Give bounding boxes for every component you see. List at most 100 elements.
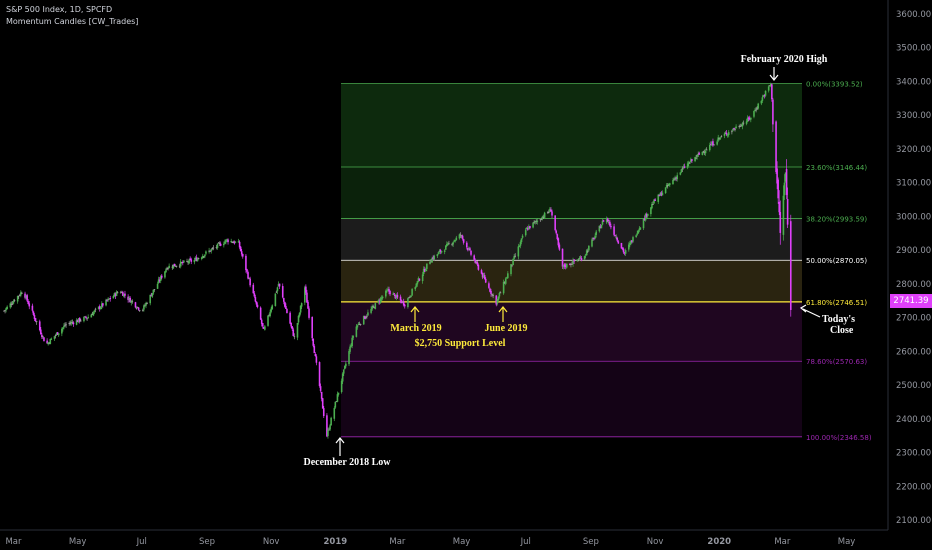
candle-body bbox=[72, 322, 75, 325]
fib-retracement-zones[interactable]: 0.00%(3393.52) 23.60%(3146.44) 38.20%(2993… bbox=[341, 81, 872, 442]
candle-body bbox=[53, 336, 56, 339]
candle-body bbox=[312, 338, 315, 346]
candle-body bbox=[193, 259, 196, 263]
candle-body bbox=[651, 203, 653, 209]
candle-body bbox=[739, 125, 742, 127]
candle-body bbox=[635, 235, 637, 238]
candle-body bbox=[128, 297, 130, 300]
candle-body bbox=[269, 311, 271, 317]
candle-body bbox=[585, 250, 588, 256]
candle-body bbox=[554, 215, 556, 231]
candle-body bbox=[311, 316, 313, 339]
candle-body bbox=[571, 264, 573, 265]
candle-body bbox=[550, 209, 552, 212]
candle-body bbox=[431, 258, 433, 263]
price-axis[interactable]: 3600.00 3500.00 3400.00 3300.00 3200.00 3100.… bbox=[896, 10, 931, 526]
candle-body bbox=[740, 125, 743, 127]
candle-body bbox=[755, 109, 757, 111]
candle-body bbox=[570, 264, 572, 265]
candle-body bbox=[532, 222, 534, 228]
candle-body bbox=[247, 272, 249, 279]
candle-body bbox=[746, 117, 749, 122]
indicator-title[interactable]: Momentum Candles [CW_Trades] bbox=[6, 17, 139, 26]
candle-body bbox=[142, 309, 144, 311]
candle-body bbox=[681, 168, 684, 170]
annotation-arrowhead bbox=[769, 74, 779, 81]
candle-body bbox=[362, 315, 365, 325]
candle-body bbox=[219, 243, 222, 246]
candle-body bbox=[564, 265, 567, 268]
candle-body bbox=[786, 198, 789, 225]
candle-body bbox=[446, 244, 448, 246]
candle-body bbox=[639, 227, 642, 230]
candle-body bbox=[430, 261, 432, 263]
candle-body bbox=[452, 242, 454, 245]
candle-body bbox=[540, 219, 543, 221]
candle-body bbox=[149, 294, 152, 304]
candle-body bbox=[504, 278, 507, 284]
candle-body bbox=[608, 221, 610, 223]
candle-body bbox=[708, 144, 711, 151]
candle-body bbox=[197, 258, 200, 260]
candle-body bbox=[278, 283, 281, 287]
candle-body bbox=[521, 235, 524, 238]
candle-body bbox=[159, 276, 162, 281]
candle-body bbox=[645, 214, 648, 217]
candle-body bbox=[5, 308, 7, 311]
candle-body bbox=[629, 242, 631, 245]
candle-body bbox=[136, 306, 139, 308]
candle-body bbox=[282, 297, 285, 302]
candle-body bbox=[18, 295, 21, 296]
candle-body bbox=[254, 297, 257, 302]
candle-body bbox=[704, 150, 707, 154]
candle-body bbox=[462, 239, 465, 243]
candle-body bbox=[455, 237, 458, 241]
candle-body bbox=[24, 293, 26, 298]
fib-level-label: 0.00%(3393.52) bbox=[806, 81, 863, 89]
candle-body bbox=[248, 278, 250, 280]
candle-body bbox=[21, 292, 23, 294]
candle-body bbox=[408, 297, 410, 299]
candle-body bbox=[514, 255, 516, 257]
candle-body bbox=[592, 238, 594, 240]
candle-body bbox=[129, 298, 132, 303]
candle-body bbox=[400, 300, 403, 304]
candle-body bbox=[576, 259, 579, 261]
candle-body bbox=[387, 289, 389, 291]
candle-body bbox=[166, 268, 168, 270]
candle-body bbox=[252, 284, 255, 294]
candle-body bbox=[109, 298, 112, 300]
candle-body bbox=[580, 258, 583, 261]
candle-body bbox=[217, 242, 220, 244]
fib-level-label: 61.80%(2746.51) bbox=[806, 299, 867, 307]
time-axis[interactable]: Mar May Jul Sep Nov 2019 Mar May Jul Sep Nov 2020 Ma… bbox=[5, 537, 855, 547]
candle-body bbox=[613, 226, 615, 235]
candle-body bbox=[621, 247, 624, 250]
candle-body bbox=[234, 241, 237, 243]
candle-body bbox=[475, 261, 478, 263]
candle-body bbox=[422, 268, 425, 275]
time-tick-label: Nov bbox=[263, 537, 280, 547]
candle-body bbox=[64, 324, 66, 326]
candle-body bbox=[480, 270, 483, 274]
candle-body bbox=[225, 239, 227, 243]
candle-body bbox=[524, 229, 527, 236]
fib-level-label: 100.00%(2346.58) bbox=[806, 434, 872, 442]
candle-body bbox=[107, 298, 109, 301]
candle-body bbox=[609, 221, 611, 226]
candle-body bbox=[710, 144, 712, 146]
candle-body bbox=[78, 317, 81, 322]
symbol-title[interactable]: S&P 500 Index, 1D, SPCFD bbox=[6, 5, 113, 14]
candle-body bbox=[436, 254, 439, 257]
candle-body bbox=[440, 251, 443, 253]
candle-body bbox=[742, 122, 745, 124]
candle-body bbox=[623, 252, 626, 254]
time-tick-label: May bbox=[453, 537, 471, 547]
price-tick-label: 2300.00 bbox=[896, 449, 931, 459]
price-tick-label: 2500.00 bbox=[896, 381, 931, 391]
annotation-arrow bbox=[802, 308, 821, 318]
candle-body bbox=[599, 226, 602, 229]
candle-body bbox=[327, 430, 329, 436]
candle-body bbox=[615, 236, 617, 238]
